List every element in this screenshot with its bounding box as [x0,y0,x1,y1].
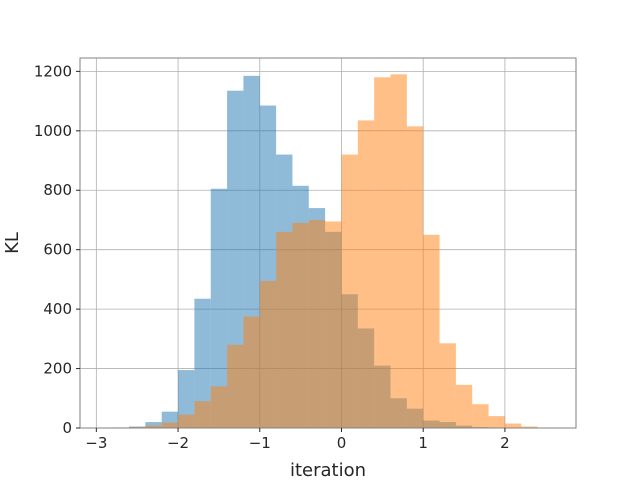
histogram-bar [488,416,505,428]
x-tick-label: 0 [337,434,347,452]
histogram-bar [439,343,456,428]
histogram-bar [178,414,195,428]
y-tick-label: 0 [62,419,72,437]
histogram-bar [308,219,326,428]
x-tick-label: −2 [167,434,189,452]
histogram-bar [243,316,260,428]
x-tick-label: −3 [85,434,107,452]
x-tick-label: 1 [418,434,428,452]
histogram-bar [455,384,473,428]
histogram-bar [406,126,424,428]
histogram-bar [521,426,538,428]
histogram-bar [227,344,244,428]
histogram-bar [145,425,162,428]
histogram-bar [325,221,342,428]
histogram-bar [357,120,375,428]
histogram-bar [210,386,228,428]
y-tick-label: 400 [43,300,72,318]
x-axis-label: iteration [290,460,366,480]
histogram-bar [227,90,244,428]
histogram-bar [504,423,522,428]
histogram-bar [210,188,228,428]
histogram-bar [374,77,391,429]
histogram-bar [390,74,407,428]
histogram-bar [292,222,309,428]
y-tick-label: 600 [43,241,72,259]
y-tick-label: 200 [43,360,72,378]
histogram-bar [341,154,358,428]
x-tick-label: −1 [249,434,271,452]
histogram-bar [194,401,211,428]
histogram-bar [161,422,179,428]
x-tick-label: 2 [500,434,510,452]
histogram-bar [276,231,293,428]
histogram-bar [472,404,489,428]
axis-ticks: −3 −2 −1 0 1 2 0 200 400 600 800 1000 1200 [34,62,510,452]
histogram-bar [423,234,440,428]
histogram-bar [145,422,162,428]
y-tick-label: 1000 [34,122,72,140]
y-tick-label: 800 [43,181,72,199]
histogram-bar [259,280,277,428]
histogram-bar [194,298,211,428]
y-axis-label: KL [2,232,23,254]
series-2 [129,74,538,429]
axes-frame [79,57,577,429]
y-tick-label: 1200 [34,62,72,80]
histogram-bars [112,74,538,429]
histogram-bar [178,370,195,428]
